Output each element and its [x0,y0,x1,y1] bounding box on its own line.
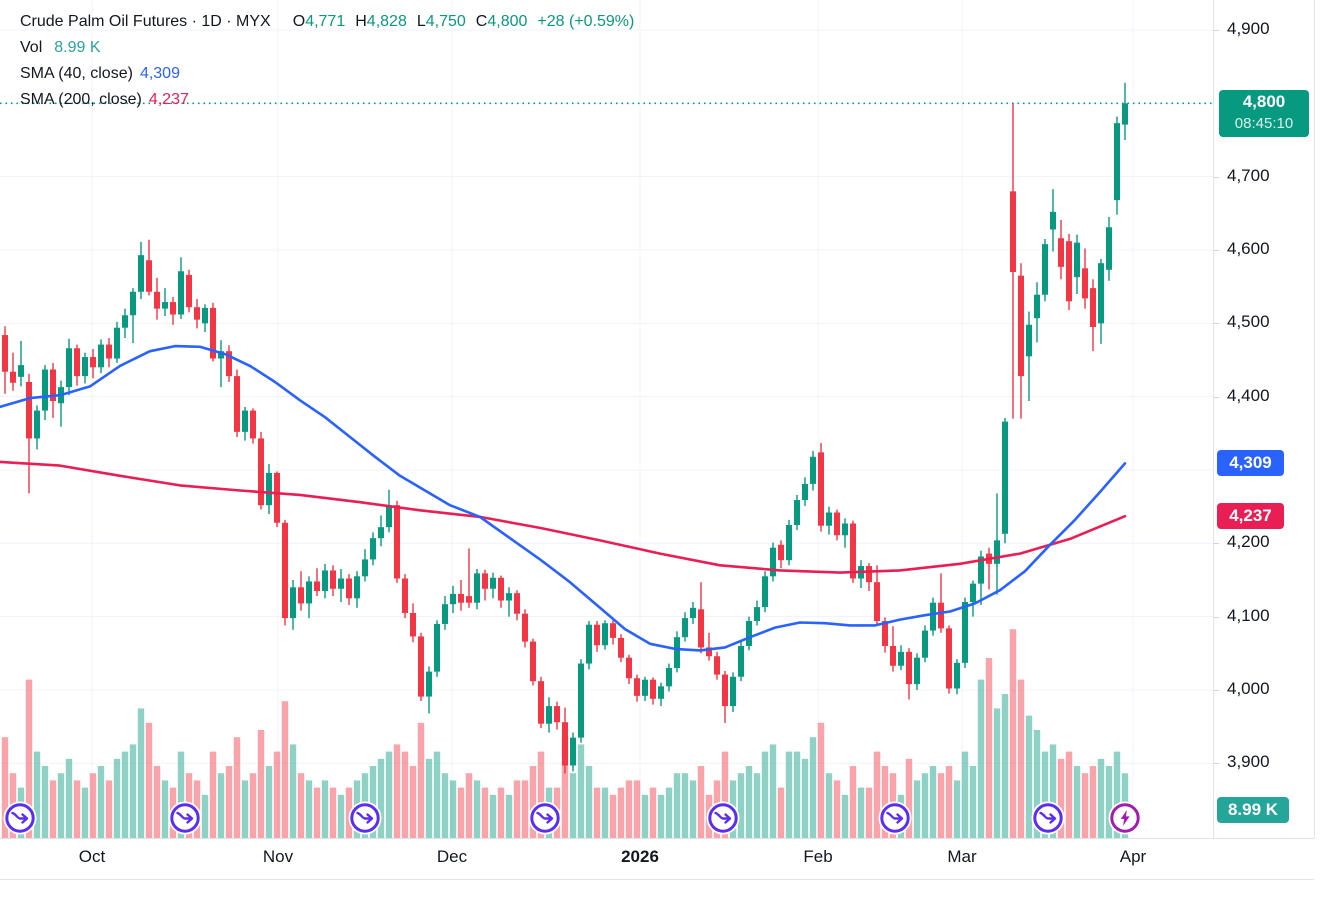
price-axis-tick [1214,176,1219,178]
time-axis-label: Nov [262,847,294,866]
volume-axis-badge: 8.99 K [1217,797,1289,823]
legend: Crude Palm Oil Futures · 1D · MYX O4,771 H… [20,9,634,113]
event-markers [3,801,1142,835]
price-axis-tick [1214,763,1219,765]
sma40-label[interactable]: SMA (40, close) [20,65,133,82]
time-axis-label: Oct [78,847,106,866]
sma40-line[interactable] [0,344,1127,652]
volume-value: 8.99 K [54,39,101,56]
time-axis-label: Mar [947,847,977,866]
price-axis-tick [1214,396,1219,398]
candles-layer [2,82,1128,774]
volume-pane [1,629,1129,838]
last-price-value: 4,800 [1242,92,1286,111]
branch-arrow-icon[interactable] [706,801,740,835]
sma40-row: SMA (40, close) 4,309 [20,61,634,87]
price-axis-label: 4,500 [1227,312,1270,332]
time-axis-label: 2026 [621,847,659,866]
price-axis-tick [1214,249,1219,251]
price-axis-label: 4,900 [1227,19,1270,38]
sma40-price-badge: 4,309 [1217,450,1284,476]
last-price-badge: 4,800 08:45:10 [1219,90,1309,137]
branch-arrow-icon[interactable] [528,801,562,835]
grid-layer [0,0,1213,838]
change-quote: +28 (+0.59%) [537,13,635,30]
price-axis-label: 4,100 [1227,605,1270,625]
price-axis-label: 4,000 [1227,678,1270,698]
price-axis-label: 4,200 [1227,532,1270,552]
branch-arrow-icon[interactable] [168,801,202,835]
price-axis-tick [1214,543,1219,545]
open-quote: O4,771 [292,13,346,30]
time-axis[interactable]: Oct Nov Dec 2026 Feb Mar Apr [0,838,1314,880]
price-axis-tick [1214,616,1219,618]
high-quote: H4,828 [355,13,407,30]
price-axis-label: 4,400 [1227,385,1270,405]
price-axis-tick [1214,323,1219,325]
sma200-line[interactable] [0,460,1127,574]
time-axis-label: Feb [803,847,833,866]
countdown-timer: 08:45:10 [1234,115,1294,132]
sma40-value: 4,309 [139,65,180,82]
price-axis-label: 4,600 [1227,238,1270,258]
sma200-row: SMA (200, close) 4,237 [20,87,634,113]
price-axis-tick [1214,30,1219,31]
branch-arrow-icon[interactable] [1031,801,1065,835]
lightning-icon[interactable] [1108,801,1142,835]
price-axis-label: 4,700 [1227,165,1270,185]
low-quote: L4,750 [416,13,466,30]
volume-label[interactable]: Vol [20,39,43,56]
branch-arrow-icon[interactable] [3,801,37,835]
price-axis[interactable]: 4,900 4,700 4,600 4,500 4,400 4,200 4,100 4,000… [1213,0,1315,838]
time-axis-label: Dec [436,847,468,866]
close-quote: C4,800 [475,13,528,30]
sma200-value: 4,237 [148,91,189,108]
sma200-label[interactable]: SMA (200, close) [20,91,142,108]
sma200-price-badge: 4,237 [1217,503,1284,529]
branch-arrow-icon[interactable] [348,801,382,835]
branch-arrow-icon[interactable] [878,801,912,835]
symbol-row: Crude Palm Oil Futures · 1D · MYX O4,771 H… [20,9,634,35]
volume-row: Vol 8.99 K [20,35,634,61]
time-axis-label: Apr [1119,847,1147,866]
price-axis-label: 3,900 [1227,752,1270,772]
symbol-title[interactable]: Crude Palm Oil Futures · 1D · MYX [20,13,271,30]
price-axis-tick [1214,689,1219,691]
